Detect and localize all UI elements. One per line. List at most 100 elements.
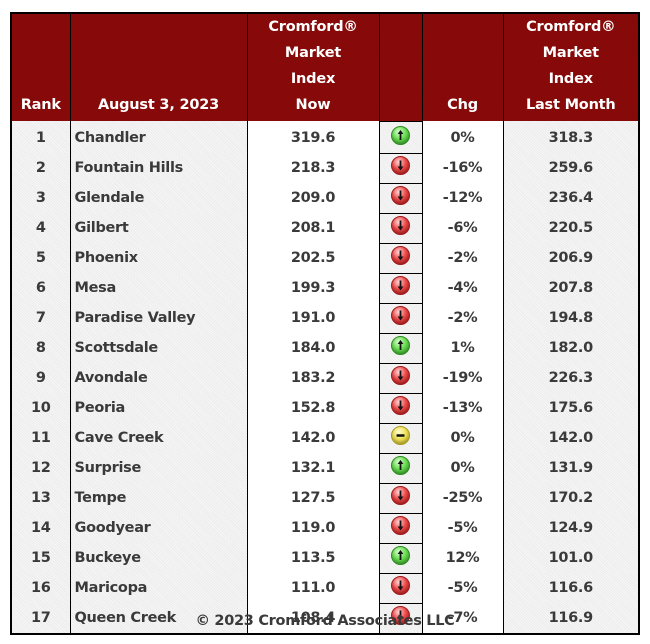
up-arrow-icon: [391, 455, 410, 475]
index-last-month-cell: 101.0: [503, 543, 639, 573]
table-row: 6 Mesa 199.3 -4% 207.8: [11, 272, 639, 304]
city-name-cell: Fountain Hills: [70, 153, 248, 183]
index-last-month-cell: 116.9: [503, 603, 639, 634]
change-cell: -5%: [422, 573, 504, 603]
down-arrow-icon: [391, 215, 410, 235]
header-index-now: Cromford® Market Index Now: [246, 13, 380, 121]
trend-cell: [378, 302, 423, 334]
index-now-cell: 202.5: [247, 243, 380, 273]
trend-cell: [378, 482, 423, 514]
index-last-month-cell: 207.8: [503, 273, 639, 303]
down-arrow-icon: [391, 605, 410, 625]
index-now-cell: 152.8: [247, 393, 380, 423]
rank-cell: 12: [11, 453, 71, 483]
index-now-cell: 209.0: [247, 183, 380, 213]
change-cell: -25%: [422, 483, 504, 513]
table-row: 8 Scottsdale 184.0 1% 182.0: [11, 332, 639, 364]
city-name-cell: Peoria: [70, 393, 248, 423]
city-name-cell: Goodyear: [70, 513, 248, 543]
header-chg: Chg: [421, 13, 504, 121]
table-row: 17 Queen Creek 108.4 -7% 116.9: [11, 602, 639, 634]
table-row: 13 Tempe 127.5 -25% 170.2: [11, 482, 639, 514]
change-cell: -19%: [422, 363, 504, 393]
change-cell: -7%: [422, 603, 504, 634]
trend-cell: [378, 572, 423, 604]
rank-cell: 7: [11, 303, 71, 333]
table-row: 10 Peoria 152.8 -13% 175.6: [11, 392, 639, 424]
city-name-cell: Scottsdale: [70, 333, 248, 363]
rank-cell: 14: [11, 513, 71, 543]
index-last-month-cell: 116.6: [503, 573, 639, 603]
table-row: 12 Surprise 132.1 0% 131.9: [11, 452, 639, 484]
copyright-footer: © 2023 Cromford Associates LLC: [195, 613, 455, 629]
trend-cell: [378, 422, 423, 454]
index-last-month-cell: 259.6: [503, 153, 639, 183]
index-now-cell: 199.3: [247, 273, 380, 303]
up-arrow-icon: [391, 335, 410, 355]
index-now-cell: 218.3: [247, 153, 380, 183]
city-name-cell: Phoenix: [70, 243, 248, 273]
trend-cell: [378, 242, 423, 274]
city-name-cell: Cave Creek: [70, 423, 248, 453]
table-row: 1 Chandler 319.6 0% 318.3: [11, 120, 639, 154]
trend-cell: [378, 152, 423, 184]
header-row: Rank August 3, 2023 Cromford® Market Ind…: [10, 13, 640, 121]
up-arrow-icon: [391, 545, 410, 565]
city-name-cell: Gilbert: [70, 213, 248, 243]
rank-cell: 1: [11, 121, 71, 153]
down-arrow-icon: [391, 185, 410, 205]
city-name-cell: Glendale: [70, 183, 248, 213]
trend-cell: [378, 272, 423, 304]
table-body: 1 Chandler 319.6 0% 318.3 2 Fountain Hil…: [11, 120, 639, 634]
trend-cell: [378, 452, 423, 484]
change-cell: 0%: [422, 423, 504, 453]
down-arrow-icon: [391, 575, 410, 595]
trend-cell: [378, 602, 423, 634]
rank-cell: 15: [11, 543, 71, 573]
rank-cell: 8: [11, 333, 71, 363]
index-last-month-cell: 170.2: [503, 483, 639, 513]
city-name-cell: Avondale: [70, 363, 248, 393]
rank-cell: 2: [11, 153, 71, 183]
city-name-cell: Chandler: [70, 121, 248, 153]
city-name-cell: Buckeye: [70, 543, 248, 573]
header-index-last-month: Cromford® Market Index Last Month: [502, 13, 640, 121]
trend-cell: [378, 362, 423, 394]
table-row: 5 Phoenix 202.5 -2% 206.9: [11, 242, 639, 274]
down-arrow-icon: [391, 515, 410, 535]
trend-cell: [378, 392, 423, 424]
down-arrow-icon: [391, 305, 410, 325]
trend-cell: [378, 212, 423, 244]
change-cell: 0%: [422, 453, 504, 483]
down-arrow-icon: [391, 155, 410, 175]
index-last-month-cell: 226.3: [503, 363, 639, 393]
change-cell: -5%: [422, 513, 504, 543]
change-cell: -12%: [422, 183, 504, 213]
city-name-cell: Mesa: [70, 273, 248, 303]
down-arrow-icon: [391, 275, 410, 295]
change-cell: 12%: [422, 543, 504, 573]
city-name-cell: Paradise Valley: [70, 303, 248, 333]
rank-cell: 17: [11, 603, 71, 634]
rank-cell: 6: [11, 273, 71, 303]
index-now-cell: 111.0: [247, 573, 380, 603]
city-name-cell: Surprise: [70, 453, 248, 483]
table-row: 4 Gilbert 208.1 -6% 220.5: [11, 212, 639, 244]
index-last-month-cell: 131.9: [503, 453, 639, 483]
table-row: 2 Fountain Hills 218.3 -16% 259.6: [11, 152, 639, 184]
change-cell: -2%: [422, 303, 504, 333]
up-arrow-icon: [391, 125, 410, 145]
trend-cell: [378, 512, 423, 544]
down-arrow-icon: [391, 365, 410, 385]
change-cell: -4%: [422, 273, 504, 303]
change-cell: -2%: [422, 243, 504, 273]
table-row: 3 Glendale 209.0 -12% 236.4: [11, 182, 639, 214]
index-last-month-cell: 236.4: [503, 183, 639, 213]
index-now-cell: 184.0: [247, 333, 380, 363]
down-arrow-icon: [391, 245, 410, 265]
market-index-table: Rank August 3, 2023 Cromford® Market Ind…: [10, 12, 640, 635]
index-now-cell: 108.4: [247, 603, 380, 634]
change-cell: 1%: [422, 333, 504, 363]
rank-cell: 16: [11, 573, 71, 603]
table-row: 9 Avondale 183.2 -19% 226.3: [11, 362, 639, 394]
